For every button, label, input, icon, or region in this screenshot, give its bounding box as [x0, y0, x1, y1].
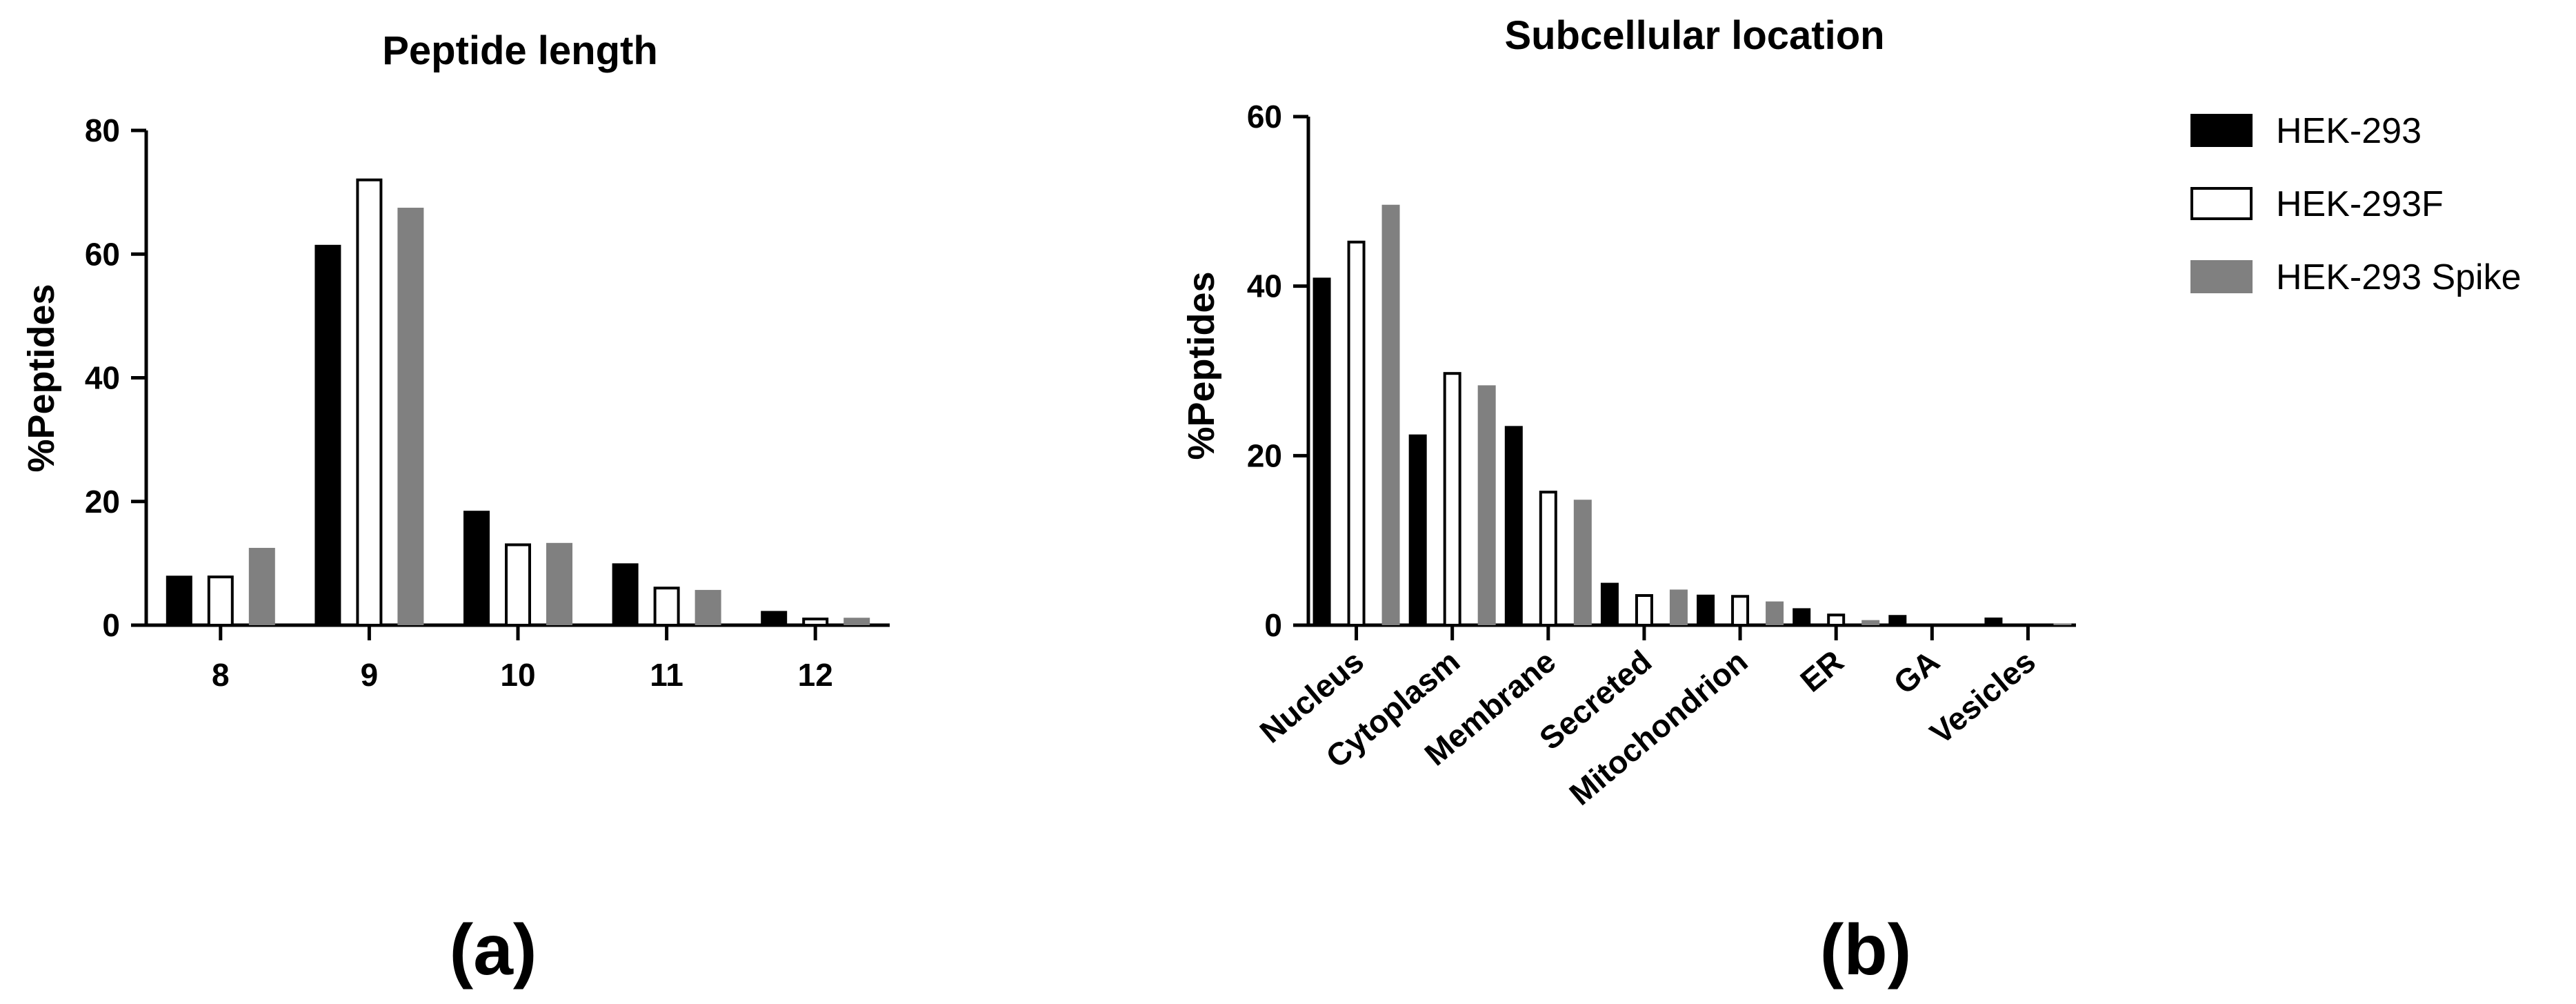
bar-hek-293f-cytoplasm [1443, 372, 1461, 627]
bar-hek-293f-10 [505, 543, 531, 627]
y-tick-label: 80 [85, 112, 120, 148]
y-tick-label: 60 [1247, 99, 1282, 135]
panel-label-b: (b) [1820, 910, 1912, 990]
axes [1293, 115, 2076, 640]
bar-hek-293-spike-12 [843, 618, 870, 625]
legend-label: HEK-293F [2276, 184, 2444, 224]
bar-hek-293-nucleus [1312, 277, 1331, 625]
x-tick-label: ER [1793, 643, 1850, 699]
bar-hek-293-spike-vesicles [2053, 623, 2072, 625]
bar-hek-293-8 [166, 575, 192, 625]
bar-hek-293f-membrane [1539, 491, 1557, 627]
bar-hek-293-vesicles [1984, 617, 2003, 625]
bar-hek-293-spike-secreted [1669, 589, 1688, 625]
y-tick-label: 60 [85, 236, 120, 272]
bars [166, 178, 870, 627]
x-tick-label: Mitochondrion [1562, 643, 1754, 812]
legend-label: HEK-293 Spike [2276, 257, 2522, 297]
legend-swatch [2190, 114, 2253, 147]
peptide-length-chart: Peptide length %Peptides 0 20 40 60 80 8 9 10 11… [21, 28, 890, 693]
bar-hek-293f-12 [802, 618, 829, 627]
y-tick-label: 0 [102, 607, 120, 643]
bar-hek-293-spike-mitochondrion [1766, 601, 1784, 625]
x-tick-label: 8 [212, 657, 230, 693]
x-tick-label: 11 [650, 657, 683, 693]
bar-hek-293f-mitochondrion [1731, 595, 1750, 627]
bar-hek-293-10 [463, 511, 490, 625]
bar-hek-293f-9 [356, 178, 383, 627]
x-tick-label: 12 [798, 657, 833, 693]
y-tick-label: 40 [85, 360, 120, 396]
bar-hek-293-spike-nucleus [1381, 204, 1400, 625]
bar-hek-293-spike-membrane [1573, 500, 1592, 625]
bar-hek-293f-nucleus [1347, 240, 1366, 627]
bar-hek-293-spike-cytoplasm [1477, 385, 1496, 625]
legend-label: HEK-293 [2276, 111, 2422, 151]
legend-swatch [2190, 260, 2253, 293]
bar-hek-293-cytoplasm [1408, 434, 1427, 625]
tick-labels: 0204060NucleusCytoplasmMembraneSecretedM… [1247, 99, 2042, 812]
bar-hek-293-er [1793, 608, 1811, 625]
y-axis-title: %Peptides [1181, 271, 1222, 460]
y-axis-title: %Peptides [21, 284, 62, 472]
x-tick-label: GA [1886, 643, 1946, 701]
chart-title: Subcellular location [1504, 13, 1884, 58]
bar-hek-293-11 [612, 563, 639, 625]
panel-label-a: (a) [449, 910, 537, 990]
subcellular-location-chart: Subcellular location %Peptides 0204060Nu… [1181, 13, 2076, 812]
y-tick-label: 0 [1264, 607, 1282, 643]
y-tick-label: 40 [1247, 268, 1282, 304]
bar-hek-293-spike-11 [695, 589, 721, 625]
tick-labels: 0 20 40 60 80 8 9 10 11 12 [85, 112, 833, 693]
legend-swatch [2190, 187, 2253, 220]
bar-hek-293-9 [314, 244, 341, 625]
bar-hek-293-ga [1888, 615, 1907, 625]
x-tick-label: 9 [361, 657, 379, 693]
bar-hek-293-spike-9 [397, 208, 424, 625]
bar-hek-293-mitochondrion [1697, 594, 1715, 625]
bar-hek-293f-8 [207, 575, 234, 627]
y-tick-label: 20 [85, 484, 120, 520]
x-tick-label: 10 [500, 657, 535, 693]
bar-hek-293-spike-10 [546, 542, 572, 625]
y-tick-label: 20 [1247, 437, 1282, 473]
bar-hek-293-spike-er [1861, 620, 1880, 625]
bar-hek-293f-secreted [1635, 594, 1653, 627]
legend: HEK-293 HEK-293F HEK-293 Spike [2190, 111, 2522, 297]
bar-hek-293-membrane [1504, 426, 1523, 625]
bar-hek-293-spike-8 [248, 547, 275, 625]
chart-title: Peptide length [382, 28, 658, 73]
x-tick-label: Vesicles [1923, 643, 2042, 751]
bar-hek-293f-11 [653, 587, 680, 627]
bar-hek-293-12 [761, 611, 788, 625]
bar-hek-293-secreted [1600, 582, 1619, 625]
bars [1312, 204, 2072, 627]
bar-hek-293f-er [1827, 613, 1846, 627]
